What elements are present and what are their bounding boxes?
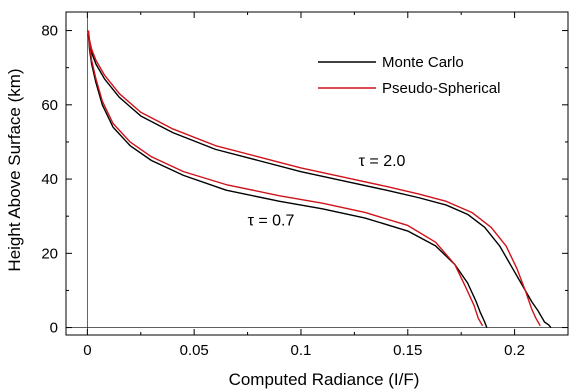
x-tick-label: 0.1 bbox=[291, 342, 312, 359]
y-tick-label: 60 bbox=[41, 97, 58, 114]
y-tick-label: 80 bbox=[41, 23, 58, 40]
y-axis-label: Height Above Surface (km) bbox=[5, 68, 24, 271]
legend: Monte Carlo Pseudo-Spherical bbox=[318, 54, 500, 97]
x-tick-label: 0.05 bbox=[180, 342, 209, 359]
x-tick-label: 0.15 bbox=[393, 342, 422, 359]
x-axis-label: Computed Radiance (I/F) bbox=[229, 370, 420, 389]
curve-annotation: τ = 2.0 bbox=[359, 153, 406, 170]
series-line-pseudo-spherical-tau-0.7 bbox=[87, 30, 484, 327]
annotations: τ = 2.0 τ = 0.7 bbox=[248, 153, 406, 229]
series-line-monte-carlo-tau-0.7 bbox=[87, 34, 488, 328]
axes-frame bbox=[65, 11, 569, 336]
y-tick-label: 0 bbox=[50, 320, 58, 337]
curve-annotation: τ = 0.7 bbox=[248, 212, 295, 229]
series-line-pseudo-spherical-tau-2.0 bbox=[87, 30, 541, 327]
curves-layer bbox=[87, 30, 552, 329]
legend-label-monte-carlo: Monte Carlo bbox=[382, 54, 464, 71]
x-tick-label: 0.2 bbox=[504, 342, 525, 359]
ticks-layer: 0 0.05 0.1 0.15 0.2 0 20 40 60 80 bbox=[41, 12, 569, 359]
legend-label-pseudo-spherical: Pseudo-Spherical bbox=[382, 80, 500, 97]
plot-frame bbox=[65, 11, 569, 336]
x-tick-label: 0 bbox=[83, 342, 91, 359]
series-line-monte-carlo-tau-2.0 bbox=[87, 34, 552, 329]
y-tick-label: 40 bbox=[41, 171, 58, 188]
y-tick-label: 20 bbox=[41, 245, 58, 262]
